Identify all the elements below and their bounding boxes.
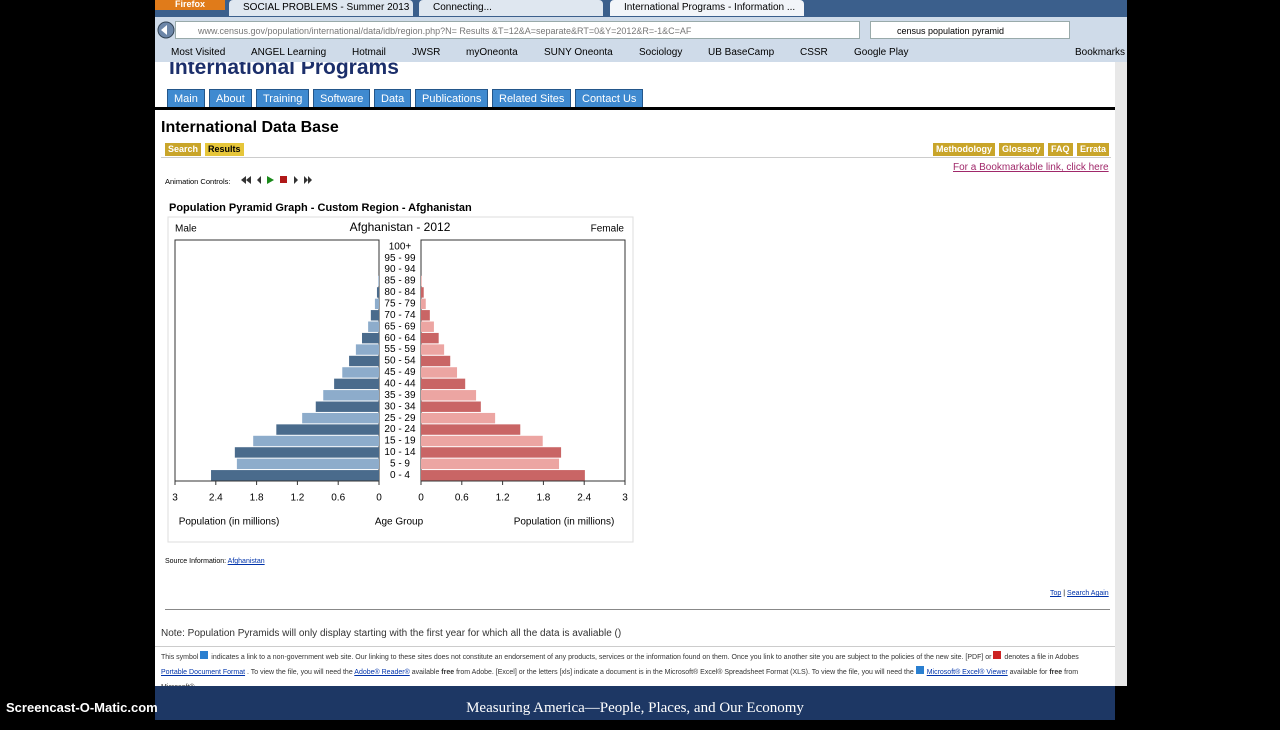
icon: [915, 666, 924, 674]
last[interactable]: [304, 176, 308, 184]
rule: [155, 107, 1115, 110]
page-links: Top | Search Again: [1050, 590, 1109, 597]
icon: [200, 651, 209, 659]
back-button[interactable]: [157, 21, 175, 39]
nav-tab[interactable]: Data: [374, 89, 412, 109]
footer-text: from Adobe.: [456, 669, 494, 676]
source-label: Source Information:: [165, 558, 227, 565]
search-again[interactable]: Search Again: [1067, 590, 1109, 597]
tab-bar: Firefox SOCIAL PROBLEMS - Summer 2013 (S…: [155, 0, 1127, 17]
footer-text: . To view the file, you will need the: [247, 669, 353, 676]
browser-chrome: Firefox SOCIAL PROBLEMS - Summer 2013 (S…: [155, 0, 1127, 62]
footer-link[interactable]: Adobe® Reader®: [354, 669, 410, 676]
footer-text: free: [1049, 669, 1063, 676]
bookmarks-bar: Most Visited ANGEL Learning Hotmail JWSR myO…: [155, 44, 1127, 62]
bookmark[interactable]: CSSR: [800, 47, 828, 58]
first[interactable]: [241, 176, 246, 184]
rule: [161, 157, 1111, 158]
bookmark[interactable]: JWSR: [412, 47, 441, 58]
nav-tab[interactable]: Publications: [415, 89, 489, 109]
footer-text: available for: [1009, 669, 1048, 676]
tab[interactable]: International Programs - Information ...: [610, 0, 804, 16]
bookmark[interactable]: Sociology: [639, 47, 683, 58]
note: Note: Population Pyramids will only disp…: [161, 628, 622, 639]
nav-tab[interactable]: About: [209, 89, 252, 109]
rule: [165, 609, 1110, 610]
footer-text: [PDF] or: [965, 654, 992, 661]
top-link[interactable]: Top: [1050, 590, 1062, 597]
bookmark[interactable]: UB BaseCamp: [708, 47, 775, 58]
rule: [155, 646, 1115, 647]
subtab[interactable]: Glossary: [999, 143, 1044, 156]
bookmarks-menu[interactable]: Bookmarks: [1074, 47, 1125, 58]
animation-controls: [241, 176, 312, 184]
bookmark[interactable]: Google Play: [854, 47, 909, 58]
subtab[interactable]: Results: [205, 143, 244, 156]
nav-tab[interactable]: Main: [167, 89, 205, 109]
bookmark-link[interactable]: For a Bookmarkable link, click here: [953, 162, 1109, 173]
footer-text: free: [441, 669, 455, 676]
stop[interactable]: [280, 176, 287, 183]
footer-text: available: [411, 669, 440, 676]
subtab[interactable]: FAQ: [1048, 143, 1073, 156]
footer-link[interactable]: Portable Document Format: [161, 669, 246, 676]
firefox-button[interactable]: Firefox: [155, 0, 225, 10]
play[interactable]: [267, 176, 274, 184]
subtab[interactable]: Errata: [1077, 143, 1110, 156]
footer-text: from Microsoft®.: [161, 669, 1079, 686]
search-bar[interactable]: census population pyramid: [870, 21, 1070, 39]
source-link[interactable]: Afghanistan: [227, 558, 265, 565]
subtab[interactable]: Methodology: [933, 143, 995, 156]
footer-text: [Excel] or the letters [xls] indicate a …: [495, 669, 914, 676]
bookmark[interactable]: ANGEL Learning: [251, 47, 327, 58]
footer-text: denotes a file in Adobes: [1004, 654, 1079, 661]
nav-tab[interactable]: Training: [256, 89, 310, 109]
tab[interactable]: SOCIAL PROBLEMS - Summer 2013 (S...: [229, 0, 413, 16]
footer-text: indicates a link to a non-government web…: [211, 654, 964, 661]
source: Source Information: Afghanistan: [165, 558, 265, 565]
bookmark[interactable]: Most Visited: [171, 47, 226, 58]
nav-tab[interactable]: Related Sites: [492, 89, 572, 109]
scrollbar[interactable]: [1115, 62, 1127, 686]
bookmark[interactable]: myOneonta: [466, 47, 518, 58]
footer-link[interactable]: Microsoft® Excel® Viewer: [926, 669, 1008, 676]
next[interactable]: [294, 176, 298, 184]
watermark: Screencast-O-Matic.com: [6, 700, 158, 715]
footer-text: This symbol: [161, 654, 199, 661]
content: International Programs Main About Training…: [155, 62, 1115, 686]
nav-tab[interactable]: Software: [313, 89, 371, 109]
prev[interactable]: [257, 176, 261, 184]
site-title: International Programs: [169, 62, 399, 79]
nav-tab[interactable]: Contact Us: [575, 89, 644, 109]
subtab[interactable]: Search: [165, 143, 202, 156]
url-bar[interactable]: www.census.gov/population/international/…: [175, 21, 860, 39]
bookmark[interactable]: Hotmail: [352, 47, 386, 58]
tab[interactable]: Connecting...: [419, 0, 603, 16]
animation-label: Animation Controls:: [165, 177, 231, 186]
page-title: International Data Base: [161, 119, 339, 136]
icon: [993, 651, 1002, 659]
banner: Measuring America—People, Places, and Ou…: [155, 686, 1115, 720]
footer: This symbol indicates a link to a non-go…: [161, 650, 1091, 686]
bookmark[interactable]: SUNY Oneonta: [544, 47, 613, 58]
separator: |: [1063, 590, 1066, 597]
